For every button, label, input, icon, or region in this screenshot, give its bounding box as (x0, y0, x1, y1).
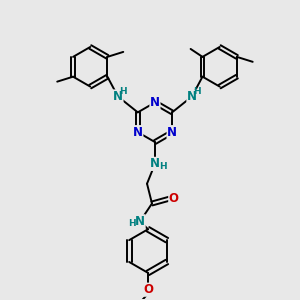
Text: N: N (135, 215, 145, 228)
Text: N: N (167, 126, 177, 139)
Text: H: H (159, 162, 167, 171)
Text: H: H (119, 87, 127, 96)
Text: O: O (143, 283, 153, 296)
Text: N: N (150, 158, 160, 170)
Text: N: N (133, 126, 143, 139)
Text: O: O (169, 192, 179, 205)
Text: H: H (193, 87, 201, 96)
Text: N: N (187, 90, 197, 103)
Text: H: H (128, 219, 136, 228)
Text: N: N (113, 90, 123, 103)
Text: N: N (150, 96, 160, 109)
